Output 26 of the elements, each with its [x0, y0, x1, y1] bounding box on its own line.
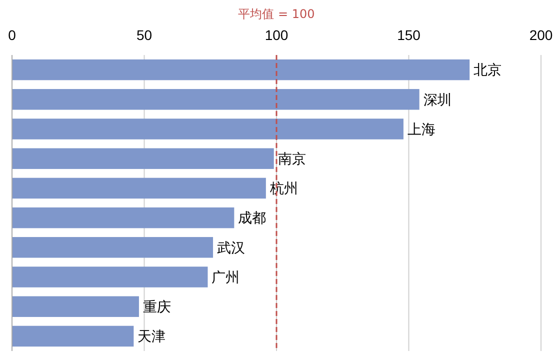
y-tick-label: 天津: [138, 329, 166, 346]
x-tick-label: 50: [136, 27, 152, 43]
y-tick-label: 广州: [212, 270, 240, 286]
y-tick-label: 南京: [278, 152, 306, 168]
bar: [12, 118, 404, 140]
y-tick-label: 武汉: [217, 240, 246, 256]
x-tick-label: 0: [8, 27, 16, 43]
x-tick-label: 100: [264, 27, 288, 43]
bar: [12, 59, 470, 80]
bar: [12, 148, 274, 169]
bar: [12, 207, 234, 228]
x-tick-label: 150: [397, 27, 421, 43]
bar: [12, 89, 420, 110]
y-tick-label: 深圳: [423, 92, 452, 108]
y-tick-label: 杭州: [268, 181, 298, 198]
y-tick-label: 北京: [474, 62, 502, 79]
bar: [12, 237, 214, 258]
y-tick-label: 上海: [407, 122, 436, 138]
bar: [12, 326, 134, 347]
bar: [12, 296, 139, 317]
ref-line-label: 平均值 = 100: [238, 7, 315, 21]
bar: [12, 178, 266, 199]
bar: [12, 266, 208, 288]
x-tick-label: 200: [529, 27, 553, 43]
y-tick-label: 重庆: [142, 300, 171, 316]
y-tick-label: 成都: [238, 210, 266, 227]
